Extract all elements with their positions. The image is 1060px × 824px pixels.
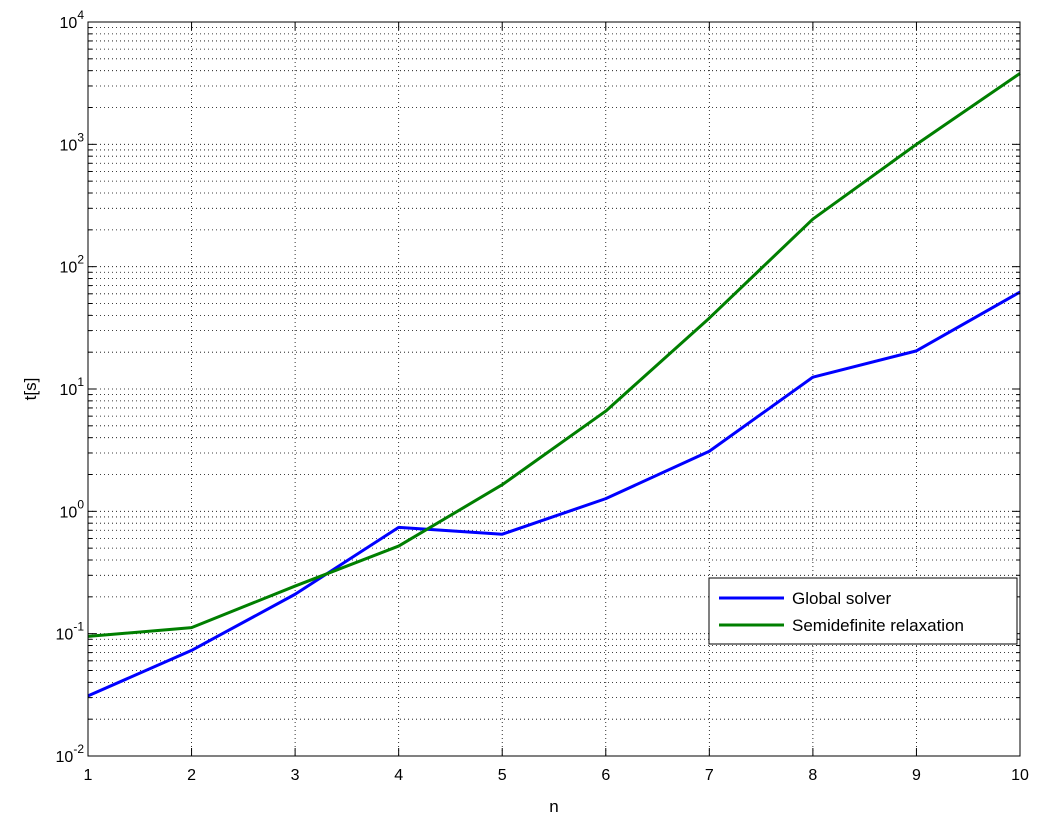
x-tick-label: 10 [1011,767,1029,784]
x-tick-label: 4 [394,767,403,784]
x-tick-labels: 1 2 3 4 5 6 7 8 9 10 [84,767,1029,784]
x-tick-label: 6 [601,767,610,784]
x-tick-label: 2 [187,767,196,784]
y-tick-label: 104 [60,8,85,32]
series-line-global-solver [87,290,1021,698]
y-tick-label: 100 [60,497,85,521]
x-tick-label: 1 [84,767,93,784]
grid [88,22,1020,756]
series-line-semidefinite-relaxation [87,72,1021,638]
x-tick-label: 7 [705,767,714,784]
y-tick-label: 10-2 [56,742,85,766]
legend: Global solver Semidefinite relaxation [708,577,1018,645]
y-tick-label: 101 [60,375,85,399]
legend-label-global-solver: Global solver [792,589,892,608]
ticks [87,22,1021,756]
y-tick-labels: 10-2 10-1 100 101 102 103 104 [56,8,85,766]
y-axis-title: t[s] [21,378,40,401]
x-tick-label: 9 [912,767,921,784]
x-tick-label: 5 [498,767,507,784]
legend-box [708,577,1018,645]
legend-label-semidefinite-relaxation: Semidefinite relaxation [792,616,964,635]
x-axis-title: n [549,797,558,816]
x-tick-label: 8 [808,767,817,784]
y-tick-label: 102 [60,253,85,277]
x-tick-label: 3 [291,767,300,784]
y-tick-label: 103 [60,130,85,154]
y-tick-label: 10-1 [56,620,85,644]
